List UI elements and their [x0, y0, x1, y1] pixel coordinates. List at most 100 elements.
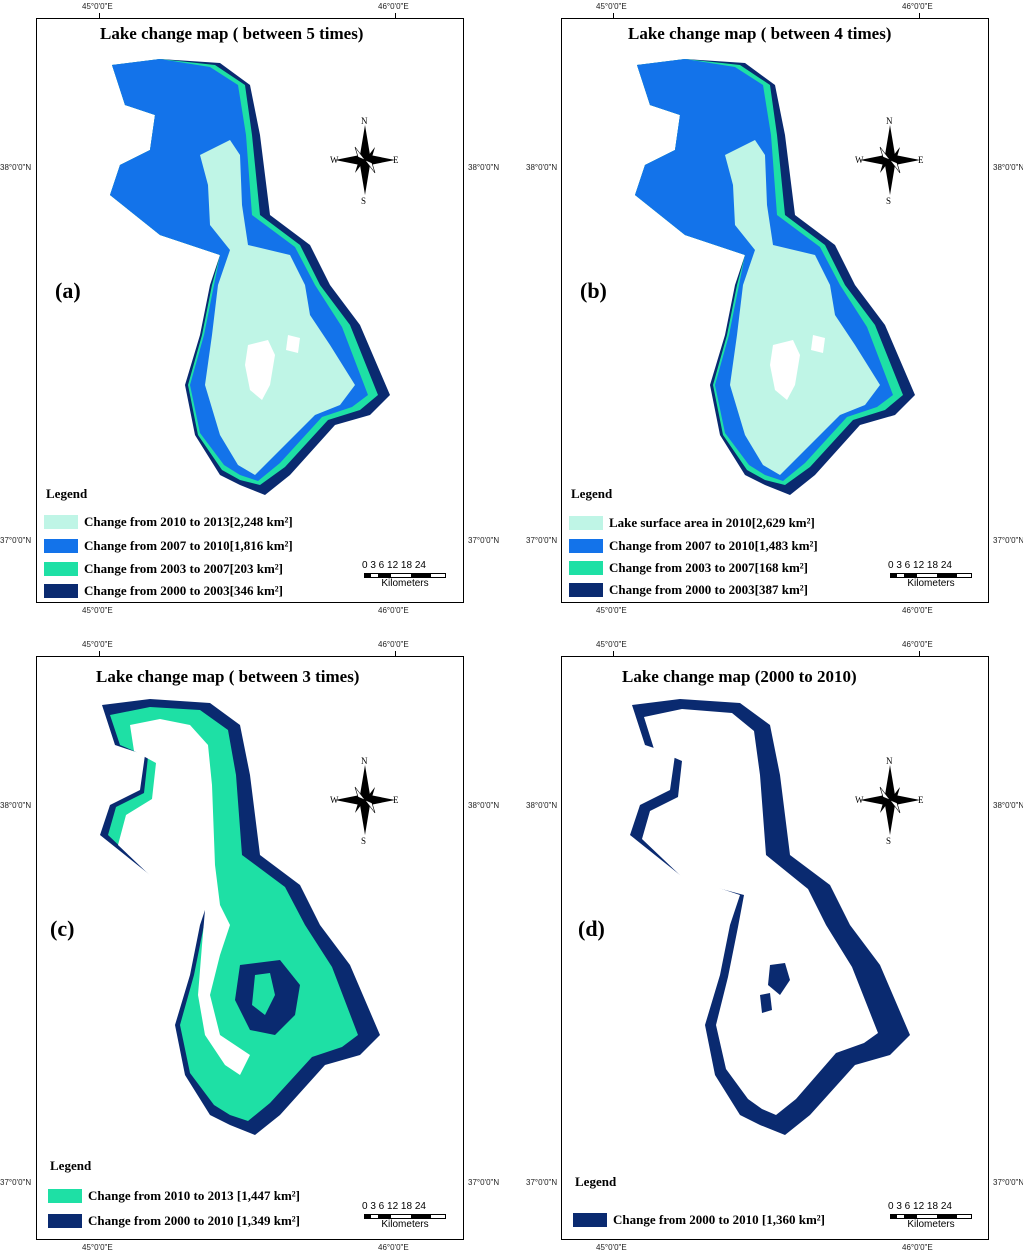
- legend-item-d-1: Change from 2000 to 2010 [1,360 km²]: [573, 1211, 825, 1229]
- scale-numbers: 0 3 6 12 18 24: [362, 560, 426, 571]
- right-lat-label-1: 38°0'0"N: [993, 163, 1023, 172]
- right-lat-label-1: 38°0'0"N: [993, 801, 1023, 810]
- left-lat-label-1: 38°0'0"N: [526, 801, 558, 810]
- left-lat-label-2: 37°0'0"N: [0, 536, 32, 545]
- legend-item-a-4: Change from 2000 to 2003[346 km²]: [44, 582, 283, 600]
- legend-swatch: [573, 1213, 607, 1227]
- lake-map-c: [100, 699, 380, 1135]
- north-arrow-a: N S W E: [330, 115, 400, 206]
- bottom-lon-label-1: 45°0'0"E: [596, 606, 627, 615]
- legend-item-a-1: Change from 2010 to 2013[2,248 km²]: [44, 513, 293, 531]
- compass-e-label: E: [393, 155, 399, 165]
- top-lon-label-2: 46°0'0"E: [378, 2, 409, 11]
- compass-n-label: N: [361, 116, 368, 126]
- left-lat-label-2: 37°0'0"N: [526, 1178, 558, 1187]
- bottom-lon-label-2: 46°0'0"E: [902, 606, 933, 615]
- top-lon-label-2: 46°0'0"E: [902, 2, 933, 11]
- legend-swatch: [48, 1214, 82, 1228]
- bottom-lon-label-1: 45°0'0"E: [82, 1243, 113, 1252]
- svg-text:E: E: [918, 795, 924, 805]
- svg-text:S: S: [886, 836, 891, 845]
- north-arrow-b: N S W E: [855, 115, 925, 206]
- top-lon-label-2: 46°0'0"E: [902, 640, 933, 649]
- legend-item-b-2: Change from 2007 to 2010[1,483 km²]: [569, 537, 818, 555]
- svg-text:E: E: [918, 155, 924, 165]
- left-lat-label-2: 37°0'0"N: [0, 1178, 32, 1187]
- scale-bar-c: 0 3 6 12 18 24 Kilometers: [362, 1201, 448, 1230]
- legend-label: Change from 2000 to 2010 [1,349 km²]: [88, 1213, 301, 1228]
- bottom-lon-label-2: 46°0'0"E: [902, 1243, 933, 1252]
- left-lat-label-1: 38°0'0"N: [0, 801, 32, 810]
- legend-item-b-4: Change from 2000 to 2003[387 km²]: [569, 581, 808, 599]
- top-lon-label-1: 45°0'0"E: [596, 640, 627, 649]
- scale-numbers: 0 3 6 12 18 24: [888, 560, 952, 571]
- svg-text:W: W: [855, 155, 864, 165]
- legend-swatch: [44, 562, 78, 576]
- map-title-c: Lake change map ( between 3 times): [96, 667, 360, 686]
- svg-text:W: W: [330, 795, 339, 805]
- lake-map-a: [110, 59, 390, 495]
- left-lat-label-2: 37°0'0"N: [526, 536, 558, 545]
- legend-swatch: [44, 539, 78, 553]
- north-arrow-c: N S W E: [330, 755, 400, 846]
- map-title-a: Lake change map ( between 5 times): [100, 24, 364, 43]
- legend-label: Lake surface area in 2010[2,629 km²]: [609, 515, 815, 530]
- legend-item-c-2: Change from 2000 to 2010 [1,349 km²]: [48, 1212, 300, 1230]
- right-lat-label-2: 37°0'0"N: [993, 1178, 1023, 1187]
- scale-numbers: 0 3 6 12 18 24: [362, 1201, 426, 1212]
- right-lat-label-2: 37°0'0"N: [993, 536, 1023, 545]
- top-lon-label-2: 46°0'0"E: [378, 640, 409, 649]
- north-arrow-d: N S W E: [855, 755, 925, 846]
- legend-label: Change from 2010 to 2013[2,248 km²]: [84, 514, 293, 529]
- legend-title-a: Legend: [46, 486, 88, 501]
- svg-text:W: W: [855, 795, 864, 805]
- compass-w-label: W: [330, 155, 339, 165]
- lake-map-d: [630, 699, 910, 1135]
- panel-letter-d: (d): [578, 916, 605, 941]
- right-lat-label-2: 37°0'0"N: [468, 1178, 500, 1187]
- svg-text:S: S: [361, 836, 366, 845]
- legend-swatch: [569, 583, 603, 597]
- legend-label: Change from 2000 to 2010 [1,360 km²]: [613, 1212, 826, 1227]
- scale-bar-b: 0 3 6 12 18 24 Kilometers: [888, 560, 974, 589]
- legend-title-c: Legend: [50, 1158, 92, 1173]
- legend-title-b: Legend: [571, 486, 613, 501]
- svg-text:N: N: [886, 756, 893, 766]
- scale-bar-d: 0 3 6 12 18 24 Kilometers: [888, 1201, 974, 1230]
- legend-swatch: [44, 515, 78, 529]
- top-lon-label-1: 45°0'0"E: [82, 2, 113, 11]
- panel-letter-a: (a): [55, 278, 81, 303]
- panel-letter-b: (b): [580, 278, 607, 303]
- svg-text:N: N: [361, 756, 368, 766]
- right-lat-label-1: 38°0'0"N: [468, 801, 500, 810]
- scale-unit: Kilometers: [381, 578, 429, 589]
- left-lat-label-1: 38°0'0"N: [526, 163, 558, 172]
- panel-letter-c: (c): [50, 916, 75, 941]
- svg-text:N: N: [886, 116, 893, 126]
- svg-text:S: S: [886, 196, 891, 205]
- map-title-d: Lake change map (2000 to 2010): [622, 667, 857, 686]
- bottom-lon-label-1: 45°0'0"E: [82, 606, 113, 615]
- legend-label: Change from 2003 to 2007[168 km²]: [609, 560, 809, 575]
- legend-item-b-1: Lake surface area in 2010[2,629 km²]: [569, 514, 815, 532]
- legend-swatch: [48, 1189, 82, 1203]
- bottom-lon-label-2: 46°0'0"E: [378, 1243, 409, 1252]
- legend-label: Change from 2010 to 2013 [1,447 km²]: [88, 1188, 301, 1203]
- bottom-lon-label-1: 45°0'0"E: [596, 1243, 627, 1252]
- legend-swatch: [569, 516, 603, 530]
- top-lon-label-1: 45°0'0"E: [82, 640, 113, 649]
- legend-label: Change from 2007 to 2010[1,483 km²]: [609, 538, 818, 553]
- legend-label: Change from 2007 to 2010[1,816 km²]: [84, 538, 293, 553]
- legend-label: Change from 2003 to 2007[203 km²]: [84, 561, 284, 576]
- scale-unit: Kilometers: [907, 578, 955, 589]
- scale-unit: Kilometers: [907, 1219, 955, 1230]
- legend-item-a-3: Change from 2003 to 2007[203 km²]: [44, 560, 283, 578]
- bottom-lon-label-2: 46°0'0"E: [378, 606, 409, 615]
- legend-swatch: [569, 561, 603, 575]
- legend-swatch: [569, 539, 603, 553]
- left-lat-label-1: 38°0'0"N: [0, 163, 32, 172]
- legend-label: Change from 2000 to 2003[387 km²]: [609, 582, 809, 597]
- legend-item-c-1: Change from 2010 to 2013 [1,447 km²]: [48, 1187, 300, 1205]
- legend-swatch: [44, 584, 78, 598]
- legend-item-b-3: Change from 2003 to 2007[168 km²]: [569, 559, 808, 577]
